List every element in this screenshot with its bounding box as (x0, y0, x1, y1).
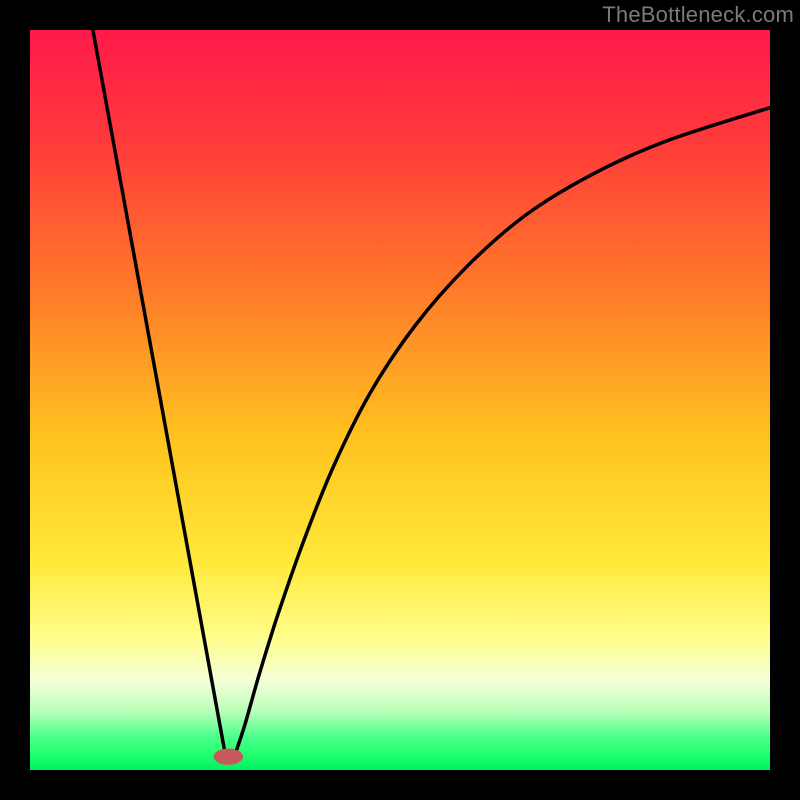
watermark-label: TheBottleneck.com (602, 2, 794, 28)
bottleneck-chart (0, 0, 800, 800)
chart-background-gradient (30, 30, 770, 770)
chart-container: TheBottleneck.com (0, 0, 800, 800)
optimal-point-marker (214, 749, 244, 765)
